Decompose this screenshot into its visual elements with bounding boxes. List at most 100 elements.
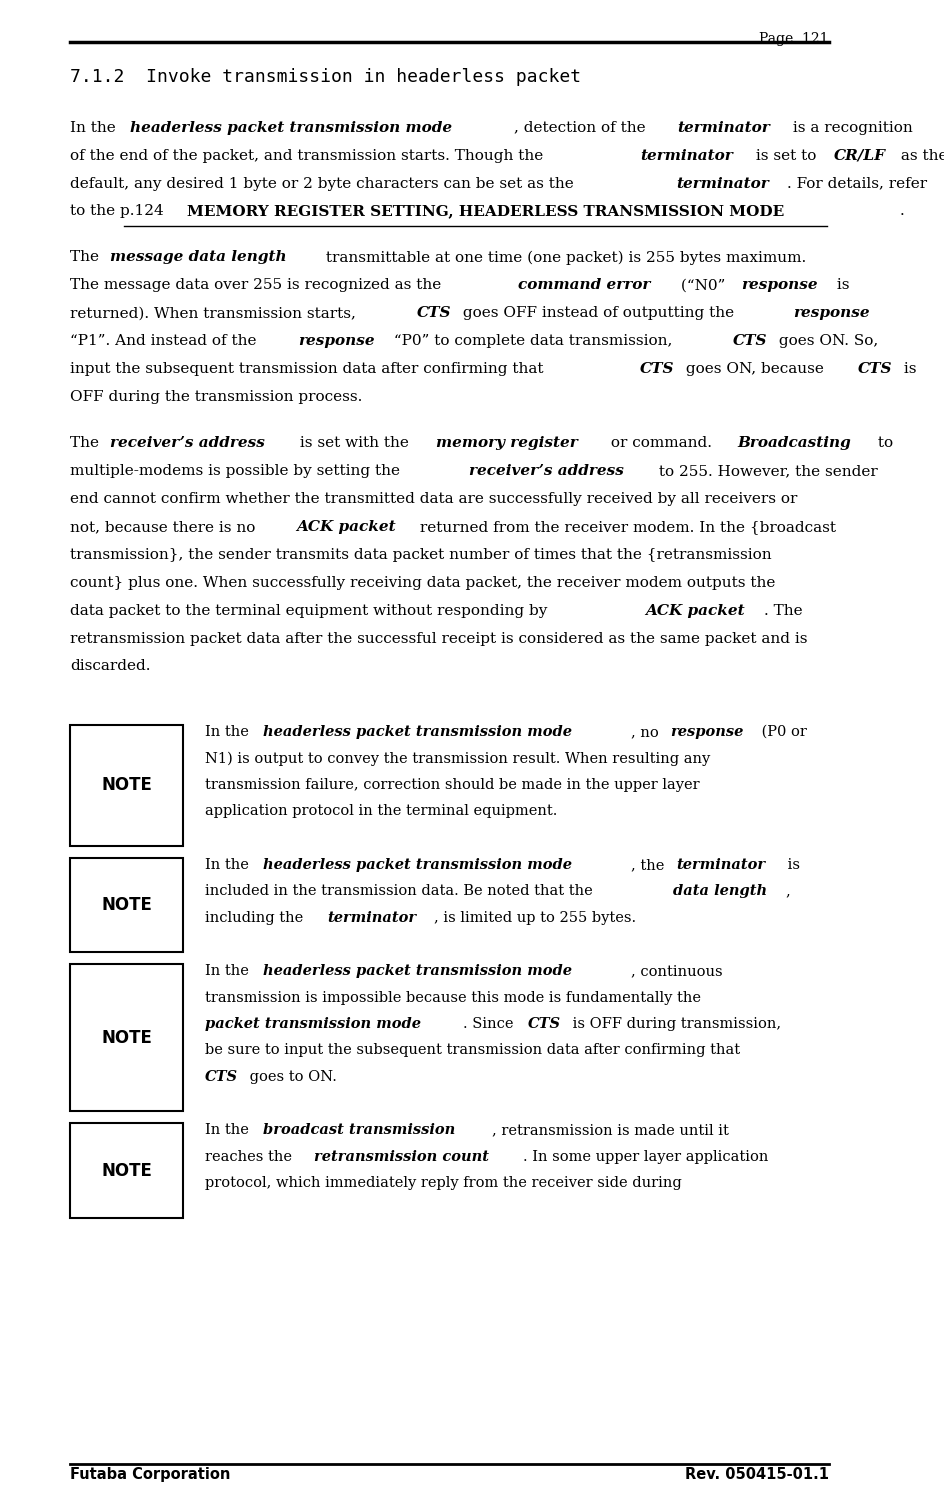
Text: The: The [70, 436, 104, 450]
Text: . The: . The [764, 604, 802, 617]
Text: CTS: CTS [205, 1070, 238, 1083]
Text: CTS: CTS [857, 362, 892, 376]
Text: application protocol in the terminal equipment.: application protocol in the terminal equ… [205, 804, 557, 818]
Text: terminator: terminator [640, 149, 733, 163]
Text: , the: , the [632, 857, 669, 872]
Text: “P1”. And instead of the: “P1”. And instead of the [70, 333, 261, 349]
Text: goes ON. So,: goes ON. So, [774, 333, 879, 349]
Text: memory register: memory register [436, 436, 579, 450]
FancyBboxPatch shape [70, 857, 183, 952]
Text: default, any desired 1 byte or 2 byte characters can be set as the: default, any desired 1 byte or 2 byte ch… [70, 177, 579, 190]
Text: ,: , [785, 884, 790, 898]
Text: In the: In the [205, 1123, 254, 1138]
Text: CR/LF: CR/LF [834, 149, 886, 163]
Text: terminator: terminator [677, 121, 770, 134]
Text: retransmission count: retransmission count [314, 1150, 489, 1163]
Text: is: is [833, 278, 850, 293]
Text: . For details, refer: . For details, refer [787, 177, 927, 190]
Text: message data length: message data length [110, 250, 287, 264]
Text: transmission is impossible because this mode is fundamentally the: transmission is impossible because this … [205, 990, 701, 1005]
Text: , no: , no [632, 724, 664, 739]
Text: N1) is output to convey the transmission result. When resulting any: N1) is output to convey the transmission… [205, 751, 710, 767]
Text: headerless packet transmission mode: headerless packet transmission mode [262, 964, 572, 978]
Text: to the p.124: to the p.124 [70, 204, 168, 219]
Text: data length: data length [673, 884, 767, 898]
Text: Page  121: Page 121 [759, 32, 829, 45]
FancyBboxPatch shape [70, 964, 183, 1111]
Text: goes ON, because: goes ON, because [682, 362, 829, 376]
Text: response: response [741, 278, 818, 293]
Text: NOTE: NOTE [101, 1162, 152, 1180]
Text: as the: as the [897, 149, 944, 163]
Text: Rev. 050415-01.1: Rev. 050415-01.1 [684, 1467, 829, 1482]
Text: be sure to input the subsequent transmission data after confirming that: be sure to input the subsequent transmis… [205, 1043, 740, 1058]
Text: to: to [873, 436, 894, 450]
Text: The message data over 255 is recognized as the: The message data over 255 is recognized … [70, 278, 446, 293]
Text: (P0 or: (P0 or [757, 724, 807, 739]
Text: , detection of the: , detection of the [514, 121, 650, 134]
Text: NOTE: NOTE [101, 777, 152, 794]
Text: NOTE: NOTE [101, 1029, 152, 1047]
Text: command error: command error [518, 278, 650, 293]
Text: In the: In the [205, 857, 254, 872]
Text: discarded.: discarded. [70, 659, 150, 673]
FancyBboxPatch shape [70, 1123, 183, 1218]
Text: transmission}, the sender transmits data packet number of times that the {retran: transmission}, the sender transmits data… [70, 548, 771, 561]
Text: is: is [783, 857, 800, 872]
Text: end cannot confirm whether the transmitted data are successfully received by all: end cannot confirm whether the transmitt… [70, 492, 797, 506]
FancyBboxPatch shape [70, 724, 183, 845]
Text: “P0” to complete data transmission,: “P0” to complete data transmission, [389, 333, 678, 349]
Text: is set to: is set to [750, 149, 821, 163]
Text: retransmission packet data after the successful receipt is considered as the sam: retransmission packet data after the suc… [70, 631, 807, 646]
Text: 7.1.2  Invoke transmission in headerless packet: 7.1.2 Invoke transmission in headerless … [70, 68, 581, 86]
Text: multiple-modems is possible by setting the: multiple-modems is possible by setting t… [70, 463, 405, 478]
Text: In the: In the [70, 121, 121, 134]
Text: CTS: CTS [733, 333, 767, 349]
Text: receiver’s address: receiver’s address [469, 463, 624, 478]
Text: of the end of the packet, and transmission starts. Though the: of the end of the packet, and transmissi… [70, 149, 548, 163]
Text: headerless packet transmission mode: headerless packet transmission mode [130, 121, 452, 134]
Text: CTS: CTS [640, 362, 675, 376]
Text: reaches the: reaches the [205, 1150, 296, 1163]
Text: ACK packet: ACK packet [645, 604, 745, 617]
Text: In the: In the [205, 964, 254, 978]
Text: input the subsequent transmission data after confirming that: input the subsequent transmission data a… [70, 362, 548, 376]
Text: response: response [298, 333, 375, 349]
Text: NOTE: NOTE [101, 896, 152, 914]
Text: or command.: or command. [605, 436, 716, 450]
Text: goes to ON.: goes to ON. [244, 1070, 336, 1083]
Text: CTS: CTS [529, 1017, 562, 1031]
Text: response: response [793, 306, 869, 320]
Text: receiver’s address: receiver’s address [110, 436, 265, 450]
Text: count} plus one. When successfully receiving data packet, the receiver modem out: count} plus one. When successfully recei… [70, 575, 775, 590]
Text: response: response [670, 724, 743, 739]
Text: terminator: terminator [676, 177, 769, 190]
Text: Futaba Corporation: Futaba Corporation [70, 1467, 230, 1482]
Text: CTS: CTS [416, 306, 451, 320]
Text: including the: including the [205, 910, 308, 925]
Text: MEMORY REGISTER SETTING, HEADERLESS TRANSMISSION MODE: MEMORY REGISTER SETTING, HEADERLESS TRAN… [188, 204, 784, 219]
Text: is: is [899, 362, 917, 376]
Text: protocol, which immediately reply from the receiver side during: protocol, which immediately reply from t… [205, 1176, 682, 1191]
Text: transmittable at one time (one packet) is 255 bytes maximum.: transmittable at one time (one packet) i… [321, 250, 806, 266]
Text: to 255. However, the sender: to 255. However, the sender [654, 463, 878, 478]
Text: .: . [900, 204, 904, 219]
Text: is a recognition: is a recognition [787, 121, 913, 134]
Text: terminator: terminator [677, 857, 766, 872]
Text: returned). When transmission starts,: returned). When transmission starts, [70, 306, 361, 320]
Text: packet transmission mode: packet transmission mode [205, 1017, 421, 1031]
Text: . Since: . Since [463, 1017, 517, 1031]
Text: headerless packet transmission mode: headerless packet transmission mode [262, 724, 572, 739]
Text: included in the transmission data. Be noted that the: included in the transmission data. Be no… [205, 884, 598, 898]
Text: ACK packet: ACK packet [296, 519, 396, 534]
Text: Broadcasting: Broadcasting [738, 436, 851, 450]
Text: not, because there is no: not, because there is no [70, 519, 260, 534]
Text: goes OFF instead of outputting the: goes OFF instead of outputting the [458, 306, 738, 320]
Text: headerless packet transmission mode: headerless packet transmission mode [262, 857, 572, 872]
Text: terminator: terminator [328, 910, 417, 925]
Text: data packet to the terminal equipment without responding by: data packet to the terminal equipment wi… [70, 604, 552, 617]
Text: , retransmission is made until it: , retransmission is made until it [492, 1123, 729, 1138]
Text: OFF during the transmission process.: OFF during the transmission process. [70, 389, 362, 404]
Text: (“N0”: (“N0” [676, 278, 731, 293]
Text: , continuous: , continuous [632, 964, 723, 978]
